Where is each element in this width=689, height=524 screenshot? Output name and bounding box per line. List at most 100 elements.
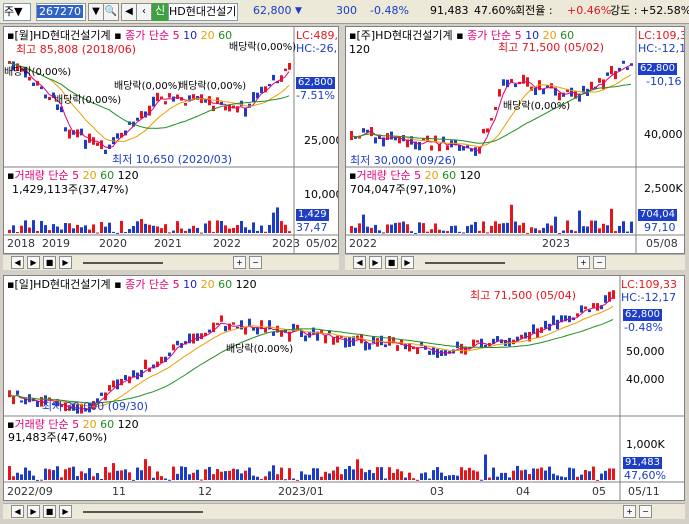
volume-bar bbox=[84, 225, 87, 233]
volume-bar bbox=[172, 466, 175, 480]
ma20-line bbox=[8, 306, 614, 408]
candle bbox=[136, 117, 139, 121]
prev-button[interactable]: ◀ bbox=[11, 505, 24, 518]
volume-bar bbox=[368, 469, 371, 480]
zoom-slider[interactable] bbox=[425, 262, 505, 264]
candle bbox=[24, 67, 27, 78]
prev-icon[interactable]: ‹ bbox=[136, 3, 152, 21]
next-button[interactable]: ▶ bbox=[369, 256, 382, 269]
stop-button[interactable]: ■ bbox=[43, 505, 56, 518]
prev-button[interactable]: ◀ bbox=[353, 256, 366, 269]
volume-bar bbox=[510, 204, 513, 233]
candle bbox=[454, 139, 457, 146]
monthly-chart[interactable]: ▪[월]HD현대건설기계 ▪ 종가 단순 5 10 20 60 최고 85,80… bbox=[3, 26, 339, 254]
speaker-icon[interactable]: ◀ bbox=[121, 3, 137, 21]
candle bbox=[394, 137, 397, 141]
daily-low: 최저 30,000 (09/30) bbox=[42, 400, 149, 413]
volume-bar bbox=[100, 478, 103, 480]
daily-chart[interactable]: ▪[일]HD현대건설기계 ▪ 종가 단순 5 10 20 60 120 최고 7… bbox=[3, 275, 685, 501]
market-select[interactable]: 주▼ bbox=[3, 3, 31, 21]
candle bbox=[610, 65, 613, 75]
monthly-x-2018: 2018 bbox=[7, 237, 35, 250]
zoom-slider[interactable] bbox=[83, 262, 163, 264]
volume-bar bbox=[554, 216, 557, 233]
volume-bar bbox=[336, 466, 339, 480]
volume-bar bbox=[584, 470, 587, 480]
volume-bar bbox=[184, 230, 187, 233]
candle bbox=[356, 335, 359, 340]
zoom-out-icon[interactable]: − bbox=[249, 256, 262, 269]
weekly-chart[interactable]: ▪[주]HD현대건설기계 ▪ 종가 단순 5 10 20 60 120 최고 7… bbox=[345, 26, 685, 254]
volume-bar bbox=[28, 227, 31, 233]
volume-bar bbox=[418, 222, 421, 233]
volume-bar bbox=[104, 226, 107, 233]
candle bbox=[578, 93, 581, 102]
next-button[interactable]: ▶ bbox=[27, 256, 40, 269]
volume-bar bbox=[344, 469, 347, 480]
code-dropdown-icon[interactable]: ▼ bbox=[88, 3, 104, 21]
candle bbox=[268, 320, 271, 330]
candle bbox=[362, 128, 365, 133]
volume-bar bbox=[444, 476, 447, 480]
candle bbox=[100, 140, 103, 149]
volume-bar bbox=[426, 231, 429, 233]
stop-button[interactable]: ■ bbox=[43, 256, 56, 269]
price-change-pct: -0.48% bbox=[370, 4, 409, 17]
zoom-slider[interactable] bbox=[83, 511, 203, 513]
volume-bar bbox=[508, 477, 511, 480]
volume-bar bbox=[88, 229, 91, 233]
volume-bar bbox=[422, 223, 425, 233]
volume-bar bbox=[602, 223, 605, 233]
candle bbox=[408, 342, 411, 352]
volume-bar bbox=[28, 470, 31, 480]
candle bbox=[236, 106, 239, 113]
volume-bar bbox=[382, 232, 385, 234]
candle bbox=[296, 324, 299, 332]
candle bbox=[44, 94, 47, 99]
volume-bar bbox=[188, 474, 191, 480]
volume-bar bbox=[88, 468, 91, 480]
volume-bar bbox=[448, 475, 451, 480]
volume-bar bbox=[348, 466, 351, 480]
monthly-high: 최고 85,808 (2018/06) bbox=[16, 43, 137, 56]
play-button[interactable]: ▶ bbox=[59, 256, 72, 269]
volume-bar bbox=[140, 470, 143, 480]
candle bbox=[12, 61, 15, 71]
next-button[interactable]: ▶ bbox=[27, 505, 40, 518]
volume-bar bbox=[92, 224, 95, 233]
monthly-pct: -7.51% bbox=[296, 89, 335, 102]
volume-bar bbox=[292, 478, 295, 480]
candle bbox=[544, 320, 547, 329]
play-button[interactable]: ▶ bbox=[401, 256, 414, 269]
candle bbox=[92, 401, 95, 410]
candle bbox=[440, 350, 443, 356]
prev-button[interactable]: ◀ bbox=[11, 256, 24, 269]
candle bbox=[506, 79, 509, 88]
candle bbox=[248, 318, 251, 328]
zoom-out-icon[interactable]: − bbox=[639, 505, 652, 518]
candle bbox=[280, 330, 283, 337]
volume-bar bbox=[552, 473, 555, 480]
search-icon[interactable]: 🔍 bbox=[103, 3, 119, 21]
stop-button[interactable]: ■ bbox=[385, 256, 398, 269]
volume-bar bbox=[582, 226, 585, 233]
zoom-in-icon[interactable]: + bbox=[623, 505, 636, 518]
volume-bar bbox=[396, 469, 399, 480]
code-input[interactable]: 267270 bbox=[36, 3, 86, 21]
volume-bar bbox=[136, 221, 139, 233]
candle bbox=[224, 106, 227, 111]
candle bbox=[152, 96, 155, 107]
volume-bar bbox=[606, 225, 609, 233]
candle bbox=[300, 330, 303, 338]
zoom-out-icon[interactable]: − bbox=[593, 256, 606, 269]
volume-bar bbox=[550, 225, 553, 233]
candle bbox=[184, 103, 187, 106]
zoom-in-icon[interactable]: + bbox=[233, 256, 246, 269]
candle bbox=[268, 83, 271, 87]
candle bbox=[56, 104, 59, 110]
candle bbox=[622, 60, 625, 64]
zoom-in-icon[interactable]: + bbox=[577, 256, 590, 269]
play-button[interactable]: ▶ bbox=[59, 505, 72, 518]
candle bbox=[600, 305, 603, 310]
volume-bar bbox=[20, 225, 23, 233]
